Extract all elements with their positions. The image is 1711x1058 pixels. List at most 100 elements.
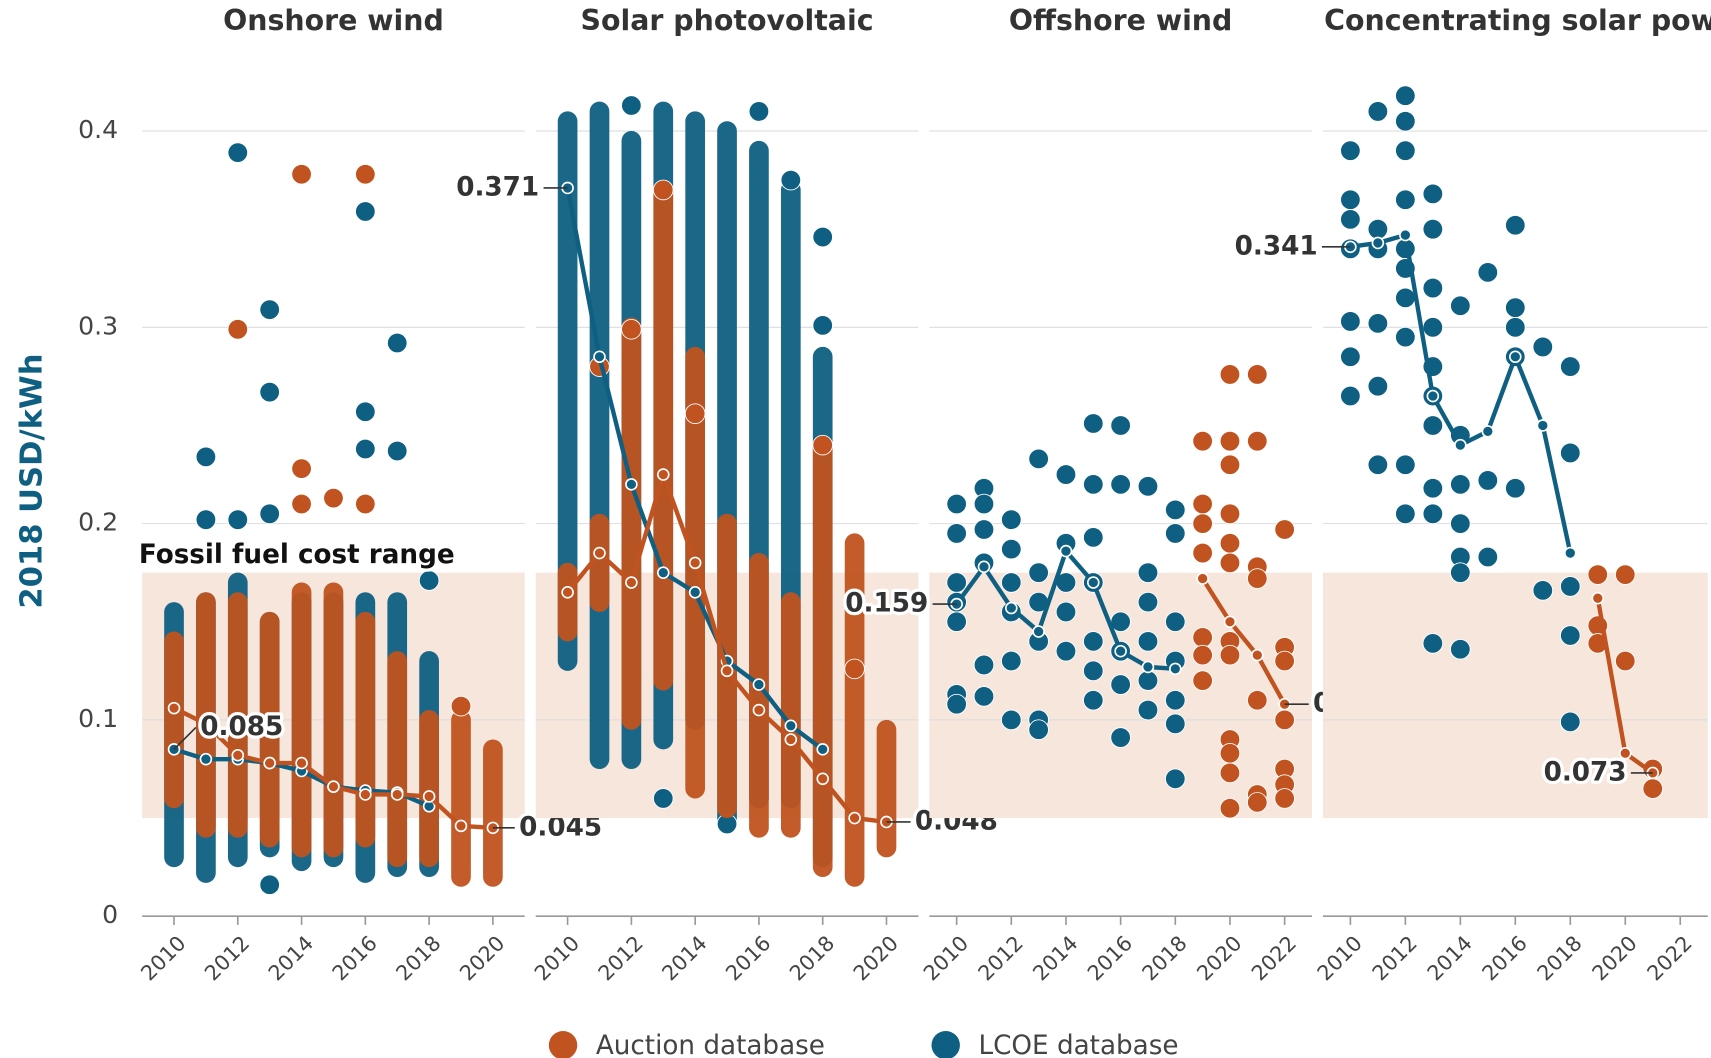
data-point (291, 458, 312, 479)
fossil-range-label: Fossil fuel cost range (139, 540, 455, 570)
plot-root: 2018 USD/kWh 0 0.1 0.2 0.3 0.4 Onshore wind 20… (14, 4, 1711, 1058)
x-tick-label: 2016 (1083, 931, 1137, 985)
trend-marker (263, 756, 276, 770)
data-point (1247, 430, 1268, 452)
trend-marker (752, 678, 766, 691)
data-point (1395, 503, 1416, 525)
data-point (1219, 644, 1241, 666)
data-point (1247, 364, 1268, 385)
point-column (876, 719, 897, 858)
data-point (1001, 538, 1022, 560)
data-point (1422, 277, 1444, 299)
data-point (450, 695, 472, 717)
data-point (1532, 580, 1554, 601)
point-column (323, 582, 344, 858)
x-tick-label: 2016 (1477, 931, 1531, 985)
data-point (1028, 448, 1049, 470)
trend-marker (977, 560, 991, 574)
data-point (1614, 564, 1636, 585)
point-column (227, 592, 248, 838)
x-tick-label: 2012 (1368, 931, 1422, 985)
point-column (653, 180, 674, 691)
trend-marker (1399, 228, 1412, 242)
data-point (355, 493, 376, 515)
data-point (1083, 660, 1104, 682)
data-point (1274, 788, 1295, 809)
data-point (1110, 727, 1131, 748)
trend-marker (1454, 438, 1467, 452)
data-point (1477, 546, 1499, 568)
x-tick-label: 2018 (1532, 931, 1586, 985)
x-tick-label: 2010 (136, 931, 190, 985)
data-point (946, 493, 967, 515)
data-point (1055, 640, 1077, 662)
data-point (684, 403, 706, 424)
data-point (1165, 523, 1186, 544)
data-point (1219, 454, 1241, 476)
data-point (1422, 218, 1444, 240)
data-point (1450, 513, 1471, 534)
trend-marker (656, 566, 670, 579)
data-point (1137, 670, 1159, 691)
data-point (1219, 797, 1241, 819)
trend-marker (625, 478, 638, 491)
data-point (1083, 527, 1104, 548)
x-tick-label: 2016 (721, 931, 775, 985)
x-tick-label: 2018 (391, 931, 445, 985)
data-point (1247, 689, 1268, 711)
point-column (387, 651, 408, 868)
data-point (1219, 552, 1241, 574)
data-point (1505, 317, 1526, 338)
x-tick-label: 2010 (919, 931, 973, 985)
data-point (1395, 140, 1416, 161)
trend-marker (1536, 419, 1550, 432)
trend-marker (1087, 576, 1100, 589)
trend-marker (1251, 648, 1264, 662)
trend-marker (295, 756, 308, 770)
x-tick-label: 2012 (594, 931, 648, 985)
data-point (1422, 478, 1444, 499)
trend-marker (390, 788, 404, 801)
data-point (1028, 719, 1049, 740)
data-point (386, 332, 408, 354)
data-point (1422, 503, 1444, 525)
trend-marker (1032, 625, 1045, 638)
data-point (259, 299, 280, 320)
label-leader (173, 726, 197, 750)
data-point (1055, 601, 1077, 623)
data-point (1083, 689, 1104, 711)
trend-marker (1114, 644, 1127, 658)
data-point (812, 434, 833, 456)
data-point (946, 523, 967, 544)
data-point (291, 163, 312, 185)
x-tick-label: 2016 (328, 931, 382, 985)
data-point (1505, 297, 1526, 318)
data-point (1560, 356, 1581, 377)
data-point (1614, 650, 1636, 672)
trend-marker (1481, 425, 1495, 438)
panel-title: Offshore wind (1009, 4, 1233, 37)
data-point (291, 493, 312, 515)
data-point (1247, 568, 1268, 589)
trend-marker (327, 780, 340, 793)
y-tick-label: 0.2 (78, 508, 118, 537)
data-point (1110, 415, 1131, 436)
data-point (1587, 564, 1609, 585)
data-point (1165, 689, 1186, 711)
data-point (1165, 768, 1186, 790)
trend-line (1200, 577, 1287, 706)
panel-title: Solar photovoltaic (581, 4, 874, 37)
trend-marker (1509, 350, 1522, 364)
x-tick-label: 2010 (530, 931, 584, 985)
data-point (1450, 295, 1471, 317)
data-point (652, 179, 674, 201)
data-point (1395, 326, 1416, 348)
x-tick-label: 2020 (849, 931, 903, 985)
point-column (483, 739, 503, 887)
point-column (812, 435, 833, 877)
data-point (973, 519, 995, 540)
trend-marker (454, 819, 468, 833)
